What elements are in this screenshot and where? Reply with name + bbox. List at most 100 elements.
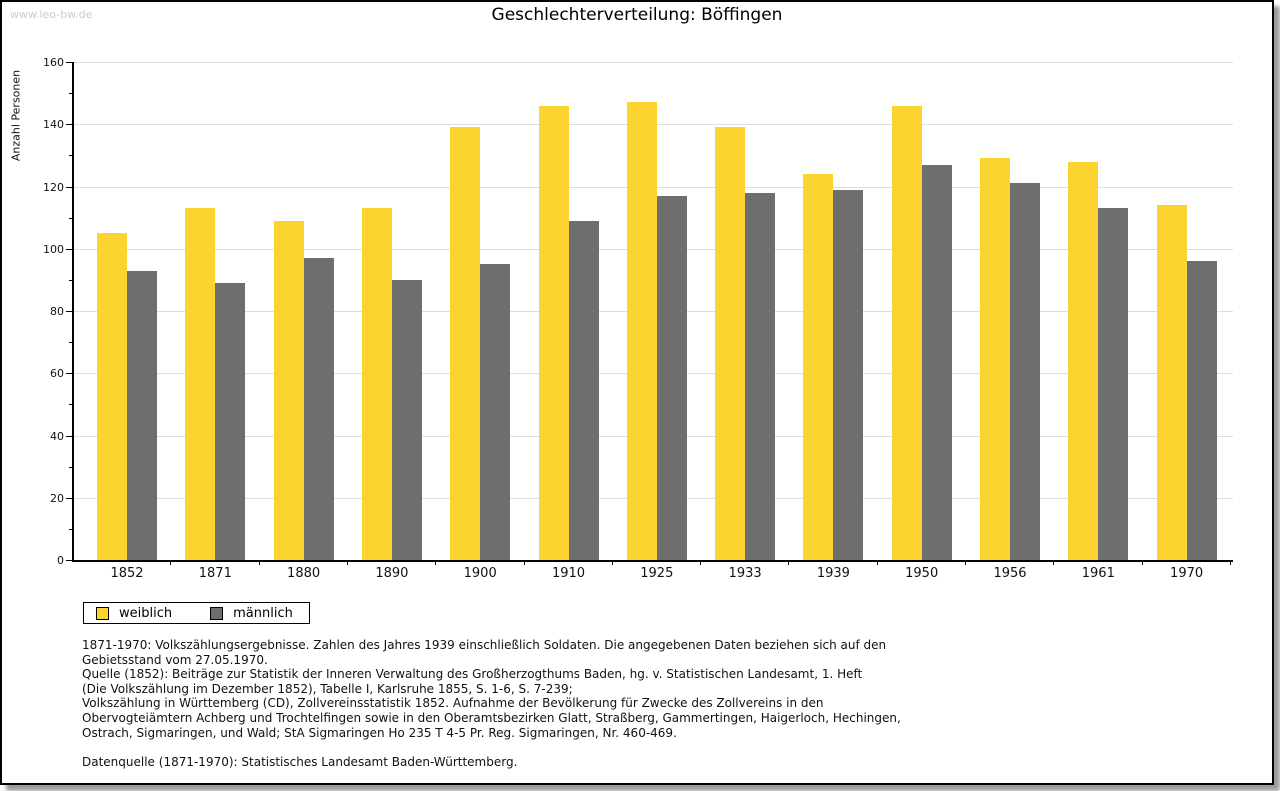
bar-weiblich-1961 bbox=[1068, 161, 1099, 560]
y-axis-tick bbox=[66, 62, 72, 63]
x-axis-tick bbox=[1053, 560, 1055, 565]
y-tick-label: 100 bbox=[43, 242, 64, 256]
y-axis-minor-tick bbox=[69, 404, 72, 406]
x-tick-label: 1925 bbox=[640, 566, 674, 581]
x-tick-label: 1900 bbox=[463, 566, 497, 581]
x-axis-tick bbox=[700, 560, 702, 565]
y-axis-minor-tick bbox=[69, 93, 72, 95]
footer-line: (Die Volkszählung im Dezember 1852), Tab… bbox=[82, 681, 573, 696]
x-tick-label: 1933 bbox=[728, 566, 762, 581]
watermark: www.leo-bw.de bbox=[10, 8, 93, 21]
gridline bbox=[74, 62, 1233, 63]
x-axis-tick bbox=[788, 560, 790, 565]
plot-area bbox=[74, 62, 1233, 560]
bar-weiblich-1970 bbox=[1156, 205, 1187, 560]
bar-maennlich-1890 bbox=[391, 279, 422, 560]
y-axis-title: Anzahl Personen bbox=[9, 69, 23, 162]
bar-weiblich-1890 bbox=[361, 208, 392, 560]
x-tick-label: 1890 bbox=[375, 566, 409, 581]
y-tick-label: 40 bbox=[50, 429, 64, 443]
footer-line: Obervogteiämtern Achberg und Trochtelfin… bbox=[82, 710, 901, 725]
bar-weiblich-1956 bbox=[980, 158, 1010, 560]
chart-title: Geschlechterverteilung: Böffingen bbox=[491, 5, 783, 25]
footer-line: Quelle (1852): Beiträge zur Statistik de… bbox=[82, 667, 863, 682]
bar-maennlich-1925 bbox=[656, 195, 687, 560]
y-axis-tick bbox=[66, 373, 72, 375]
x-axis-tick bbox=[170, 560, 172, 565]
y-axis-tick bbox=[66, 560, 72, 561]
y-axis-minor-tick bbox=[69, 528, 72, 530]
bar-maennlich-1970 bbox=[1186, 261, 1217, 560]
x-tick-label: 1852 bbox=[110, 566, 144, 581]
bar-maennlich-1939 bbox=[833, 189, 864, 560]
y-tick-label: 80 bbox=[50, 305, 64, 318]
y-tick-label: 140 bbox=[43, 118, 64, 132]
bar-maennlich-1880 bbox=[303, 258, 334, 560]
x-tick-label: 1970 bbox=[1170, 566, 1204, 581]
y-axis-minor-tick bbox=[69, 342, 72, 344]
x-axis-tick bbox=[346, 560, 348, 565]
bar-maennlich-1950 bbox=[921, 164, 952, 560]
bar-maennlich-1956 bbox=[1010, 183, 1040, 560]
bar-maennlich-1900 bbox=[480, 264, 511, 560]
x-axis-tick bbox=[1229, 560, 1231, 565]
datenquelle-note: Datenquelle (1871-1970): Statistisches L… bbox=[82, 754, 518, 769]
y-tick-label: 160 bbox=[43, 56, 64, 69]
bar-maennlich-1933 bbox=[745, 192, 776, 560]
bar-weiblich-1933 bbox=[715, 127, 746, 560]
bar-maennlich-1871 bbox=[215, 282, 246, 560]
y-axis-minor-tick bbox=[69, 217, 72, 219]
bar-weiblich-1900 bbox=[450, 127, 481, 560]
bar-weiblich-1852 bbox=[97, 233, 127, 560]
x-tick-label: 1950 bbox=[905, 566, 939, 581]
y-axis-tick bbox=[66, 124, 72, 126]
bar-maennlich-1910 bbox=[568, 220, 599, 560]
x-tick-label: 1871 bbox=[198, 566, 232, 581]
x-axis-tick bbox=[1141, 560, 1143, 565]
y-axis-tick bbox=[66, 311, 72, 312]
x-tick-label: 1910 bbox=[551, 566, 586, 581]
bar-weiblich-1939 bbox=[803, 174, 834, 560]
x-axis-tick bbox=[435, 560, 437, 565]
y-tick-label: 20 bbox=[50, 491, 64, 505]
bar-weiblich-1910 bbox=[538, 105, 569, 560]
bar-maennlich-1852 bbox=[127, 270, 157, 560]
legend-label-weiblich: weiblich bbox=[119, 605, 173, 621]
bar-maennlich-1961 bbox=[1098, 208, 1129, 560]
y-axis-minor-tick bbox=[69, 466, 72, 468]
y-tick-label: 0 bbox=[57, 554, 64, 567]
y-axis-tick bbox=[66, 435, 72, 437]
y-axis-tick bbox=[66, 497, 72, 499]
bar-weiblich-1925 bbox=[626, 102, 657, 560]
x-tick-label: 1956 bbox=[993, 566, 1027, 581]
x-tick-label: 1939 bbox=[816, 566, 850, 581]
bar-weiblich-1871 bbox=[185, 208, 216, 560]
bar-weiblich-1950 bbox=[891, 105, 922, 560]
legend-swatch-maennlich bbox=[210, 606, 224, 620]
footer-note: 1871-1970: Volkszählungsergebnisse. Zahl… bbox=[82, 638, 901, 769]
y-axis-line bbox=[72, 62, 74, 562]
x-axis-tick bbox=[611, 560, 613, 565]
x-axis-tick bbox=[258, 560, 260, 565]
x-axis-line bbox=[72, 560, 1233, 562]
y-tick-label: 60 bbox=[50, 367, 64, 381]
footer-line: Volkszählung in Württemberg (CD), Zollve… bbox=[82, 696, 824, 711]
x-axis-tick bbox=[965, 560, 966, 565]
footer-line: Gebietsstand vom 27.05.1970. bbox=[82, 652, 268, 667]
y-axis-minor-tick bbox=[69, 155, 72, 157]
footer-line: Ostrach, Sigmaringen, und Wald; StA Sigm… bbox=[82, 725, 677, 740]
x-axis-tick bbox=[876, 560, 878, 565]
legend-swatch-weiblich bbox=[96, 606, 109, 620]
y-axis-tick bbox=[66, 186, 72, 188]
legend-label-maennlich: männlich bbox=[233, 605, 293, 621]
bar-weiblich-1880 bbox=[273, 220, 304, 560]
bar-chart: Anzahl Personen 0 20 40 60 80 100 120 140 160 185… bbox=[2, 2, 1272, 783]
y-axis-tick bbox=[66, 248, 72, 250]
x-axis-tick bbox=[523, 560, 525, 565]
legend: weiblich männlich bbox=[83, 602, 310, 624]
x-tick-label: 1880 bbox=[287, 566, 321, 581]
y-axis-minor-tick bbox=[69, 279, 72, 281]
y-tick-label: 120 bbox=[43, 180, 64, 194]
x-tick-label: 1961 bbox=[1081, 566, 1115, 581]
